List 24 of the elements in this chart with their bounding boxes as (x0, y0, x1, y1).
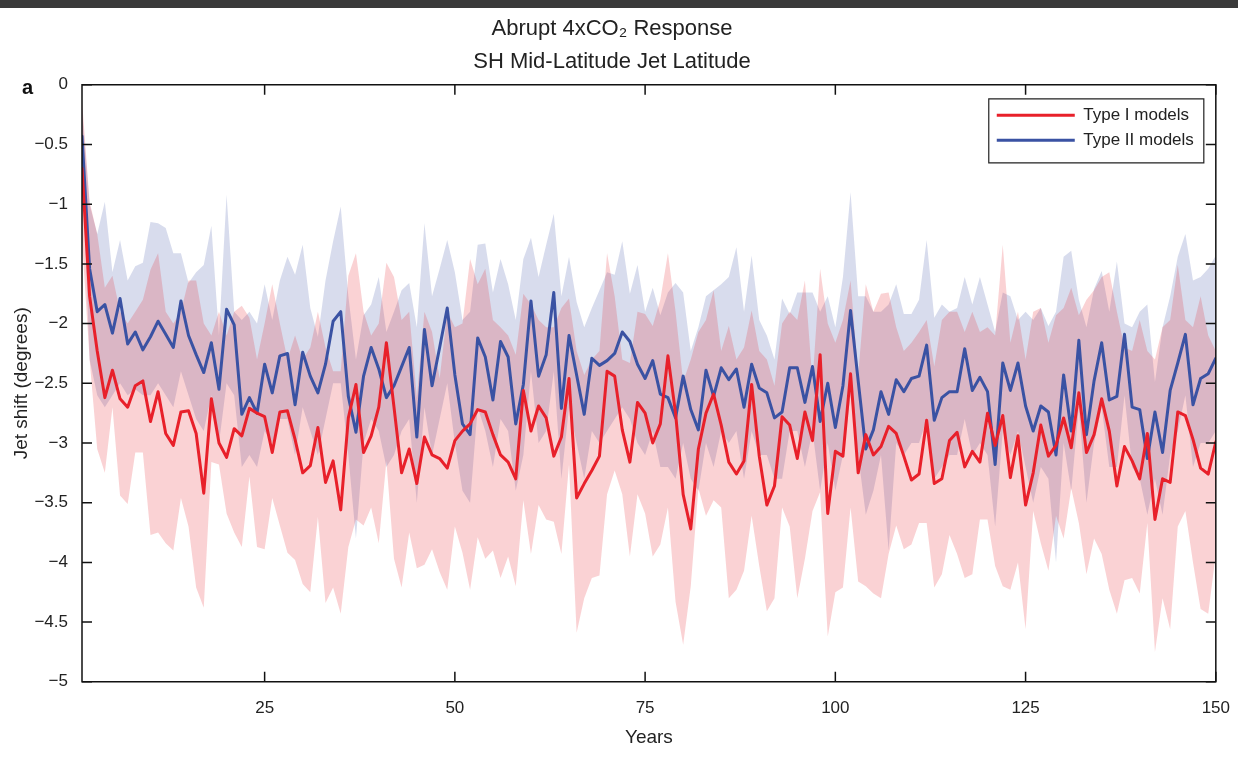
y-tick-label: 0 (58, 74, 68, 94)
text: a (22, 76, 34, 98)
y-tick-label: −3 (48, 432, 68, 452)
y-tick-label: −4 (48, 552, 68, 572)
chart-title: Abrupt 4xCO₂ Response (491, 15, 733, 41)
y-tick-label: −1 (48, 193, 68, 213)
y-tick-label: −5 (48, 671, 68, 691)
legend-label: Type II models (1083, 129, 1194, 149)
y-tick-label: −3.5 (34, 492, 68, 512)
y-tick-label: −1.5 (34, 253, 68, 273)
x-tick-label: 25 (255, 697, 275, 717)
x-tick-label: 150 (1201, 697, 1231, 717)
x-axis-title: Years (624, 725, 673, 747)
y-axis-title: Jet shift (degrees) (9, 307, 31, 460)
legend-label: Type I models (1083, 104, 1190, 124)
y-tick-label: −2 (48, 313, 68, 333)
x-tick-label: 50 (445, 697, 465, 717)
y-tick-label: −4.5 (34, 611, 68, 631)
y-tick-label: −2.5 (34, 372, 68, 392)
x-tick-label: 75 (635, 697, 655, 717)
y-tick-label: −0.5 (34, 134, 68, 154)
chart-subtitle: SH Mid-Latitude Jet Latitude (473, 47, 751, 73)
x-tick-label: 125 (1011, 697, 1040, 717)
x-tick-label: 100 (821, 697, 850, 717)
